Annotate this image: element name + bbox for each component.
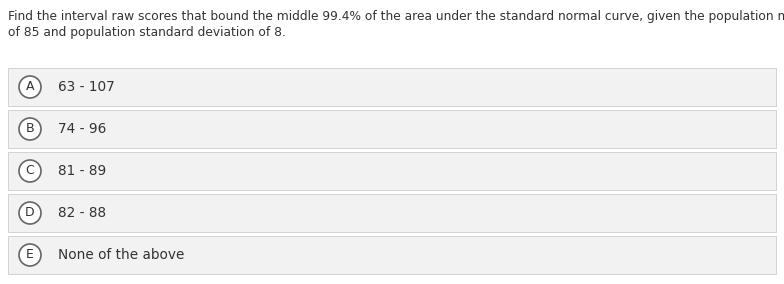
Circle shape <box>19 202 41 224</box>
Circle shape <box>19 118 41 140</box>
Text: 74 - 96: 74 - 96 <box>58 122 107 136</box>
Text: B: B <box>26 122 34 135</box>
Text: 81 - 89: 81 - 89 <box>58 164 107 178</box>
Text: None of the above: None of the above <box>58 248 184 262</box>
Text: 63 - 107: 63 - 107 <box>58 80 114 94</box>
Text: C: C <box>26 164 34 178</box>
Text: E: E <box>26 248 34 262</box>
FancyBboxPatch shape <box>8 236 776 274</box>
Text: 82 - 88: 82 - 88 <box>58 206 106 220</box>
Circle shape <box>19 160 41 182</box>
FancyBboxPatch shape <box>8 68 776 106</box>
Text: Find the interval raw scores that bound the middle 99.4% of the area under the s: Find the interval raw scores that bound … <box>8 10 784 23</box>
Circle shape <box>19 76 41 98</box>
Text: D: D <box>25 206 34 220</box>
FancyBboxPatch shape <box>8 110 776 148</box>
FancyBboxPatch shape <box>8 194 776 232</box>
FancyBboxPatch shape <box>8 152 776 190</box>
Text: of 85 and population standard deviation of 8.: of 85 and population standard deviation … <box>8 26 286 39</box>
Text: A: A <box>26 80 34 93</box>
Circle shape <box>19 244 41 266</box>
